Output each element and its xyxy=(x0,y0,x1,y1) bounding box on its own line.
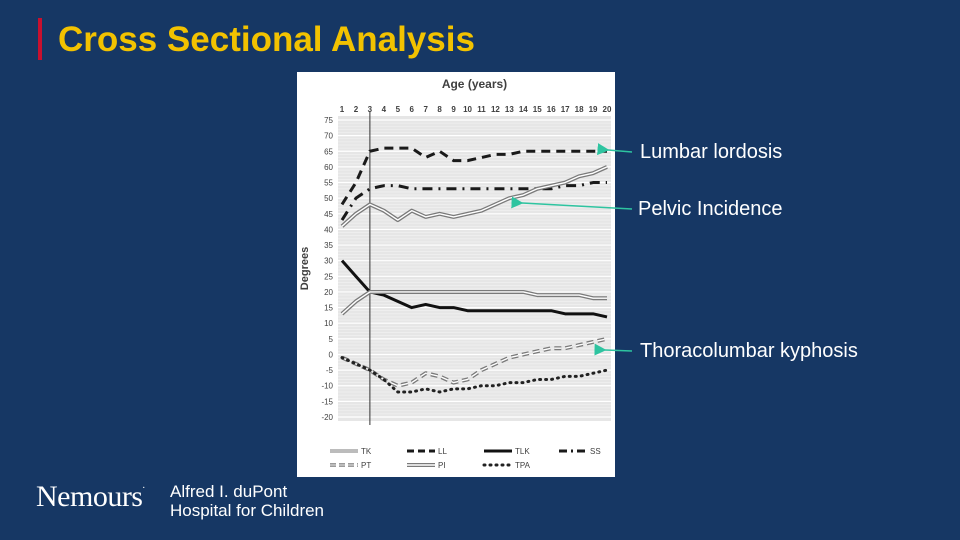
callout-lumbar-lordosis: Lumbar lordosis xyxy=(640,141,783,163)
chart-panel: Age (years) 1 2 3 4 5 6 7 8 9 10 11 12 13 14 15 16 17 18 19… xyxy=(297,72,615,477)
x-tick-label: 9 xyxy=(451,105,456,114)
x-tick-label: 5 xyxy=(396,105,401,114)
x-tick-label: 10 xyxy=(463,105,472,114)
y-tick-label: 55 xyxy=(324,179,333,188)
callout-thoracolumbar-kyphosis: Thoracolumbar kyphosis xyxy=(640,340,858,362)
y-tick-label: -5 xyxy=(326,366,334,375)
y-tick-label: 40 xyxy=(324,225,333,234)
y-tick-label: 60 xyxy=(324,163,333,172)
callout-pelvic-incidence: Pelvic Incidence xyxy=(638,198,783,220)
title-accent-bar xyxy=(38,18,42,60)
y-tick-label: 10 xyxy=(324,319,333,328)
x-tick-label: 4 xyxy=(382,105,387,114)
y-tick-label: 20 xyxy=(324,288,333,297)
logo-wordmark: Nemours. xyxy=(36,480,145,514)
x-tick-label: 8 xyxy=(437,105,442,114)
y-tick-label: 5 xyxy=(329,335,334,344)
series-tlk-line xyxy=(340,259,608,319)
legend-label-pi: PI xyxy=(438,461,446,470)
series-ss-line xyxy=(340,181,607,221)
logo-line-2: Hospital for Children xyxy=(170,501,325,520)
y-tick-label: -15 xyxy=(321,397,333,406)
x-tick-label: 15 xyxy=(533,105,542,114)
y-tick-label: 35 xyxy=(324,241,333,250)
y-tick-label: -20 xyxy=(321,413,333,422)
x-tick-label: 19 xyxy=(589,105,598,114)
slide-title: Cross Sectional Analysis xyxy=(58,20,475,59)
x-tick-label: 18 xyxy=(575,105,584,114)
x-tick-label: 13 xyxy=(505,105,514,114)
series-tk-line-inner xyxy=(341,291,607,315)
legend-label-tpa: TPA xyxy=(515,461,531,470)
x-tick-label: 17 xyxy=(561,105,570,114)
legend-label-tk: TK xyxy=(361,447,372,456)
x-tick-label: 12 xyxy=(491,105,500,114)
x-tick-label: 6 xyxy=(410,105,415,114)
series-ll-line xyxy=(340,146,607,206)
legend-label-ll: LL xyxy=(438,447,447,456)
chart-title: Age (years) xyxy=(442,77,507,91)
x-tick-label: 16 xyxy=(547,105,556,114)
y-tick-label: 75 xyxy=(324,116,333,125)
legend-label-pt: PT xyxy=(361,461,371,470)
x-tick-label: 11 xyxy=(477,105,486,114)
legend-label-ss: SS xyxy=(590,447,601,456)
y-tick-label: 70 xyxy=(324,132,333,141)
y-tick-label: 50 xyxy=(324,194,333,203)
series-tpa-line xyxy=(340,356,609,394)
series-pi-line-inner xyxy=(341,166,608,227)
logo-line-1: Alfred I. duPont xyxy=(170,482,288,501)
x-tick-label: 1 xyxy=(340,105,345,114)
logo-name-text: Nemours xyxy=(36,480,143,513)
x-tick-label: 3 xyxy=(368,105,373,114)
y-axis-label: Degrees xyxy=(299,247,311,290)
x-tick-label: 7 xyxy=(423,105,428,114)
x-tick-label: 2 xyxy=(354,105,359,114)
logo-trademark: . xyxy=(142,480,145,491)
x-tick-label: 20 xyxy=(603,105,612,114)
y-tick-label: 15 xyxy=(324,304,333,313)
y-tick-label: 30 xyxy=(324,257,333,266)
y-tick-label: 65 xyxy=(324,147,333,156)
y-tick-label: -10 xyxy=(321,382,333,391)
y-tick-label: 25 xyxy=(324,272,333,281)
y-tick-label: 0 xyxy=(329,350,334,359)
y-tick-label: 45 xyxy=(324,210,333,219)
logo-hospital-name: Alfred I. duPont Hospital for Children xyxy=(170,482,324,520)
legend-label-tlk: TLK xyxy=(515,447,530,456)
line-chart: Age (years)1 2 3 4 5 6 7 8 9 10 11 12 13 14 15 16 17 18 19… xyxy=(299,77,612,470)
x-tick-label: 14 xyxy=(519,105,528,114)
